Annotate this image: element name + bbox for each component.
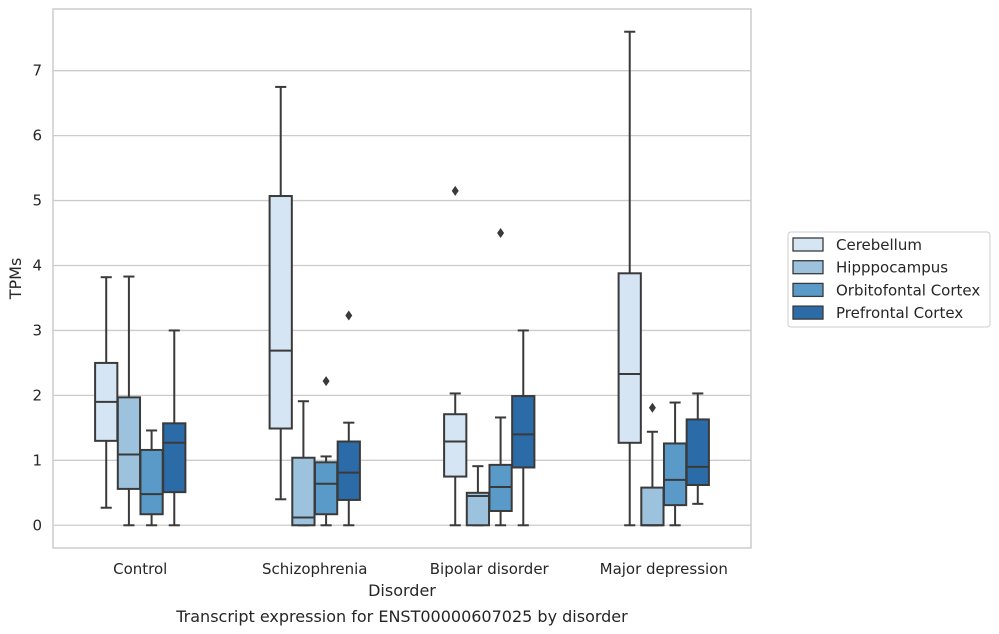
legend-swatch [792, 305, 824, 320]
legend-label: Hipppocampus [836, 259, 948, 277]
box [640, 402, 665, 527]
y-tick-label: 2 [32, 386, 42, 404]
box [511, 329, 536, 527]
box [685, 392, 710, 505]
box [617, 30, 642, 527]
box [336, 310, 361, 527]
legend: Cerebellum Hipppocampus Orbitofontal Corte… [787, 231, 991, 328]
box [488, 228, 513, 527]
legend-frame [787, 231, 991, 328]
series-hipppocampus [116, 275, 665, 527]
box [291, 400, 316, 527]
series-orbitofontal-cortex [139, 228, 688, 527]
box [268, 85, 293, 501]
outlier-point [648, 402, 656, 413]
x-tick-label: Control [113, 560, 167, 578]
box-series [94, 30, 710, 527]
box [313, 376, 339, 527]
box-body [511, 395, 536, 469]
y-tick-label: 3 [32, 321, 42, 339]
y-tick-label: 6 [32, 127, 42, 145]
box-body [662, 442, 688, 507]
box [139, 429, 164, 527]
legend-swatch [792, 260, 824, 275]
box-body [139, 448, 164, 516]
y-axis-title: TPMs [6, 258, 25, 301]
outlier-point [322, 376, 330, 387]
y-tick-label: 4 [32, 257, 42, 275]
box-body [443, 413, 468, 478]
outlier-point [497, 228, 505, 239]
legend-swatch [792, 282, 824, 298]
legend-label: Prefrontal Cortex [836, 304, 963, 322]
y-tick-label: 0 [32, 516, 42, 534]
y-tick-label: 7 [32, 62, 42, 80]
legend-swatch [792, 237, 824, 252]
box [443, 185, 468, 527]
series-prefrontal-cortex [162, 310, 710, 527]
plot-frame [52, 8, 752, 549]
figure-caption: Transcript expression for ENST0000060702… [175, 607, 628, 626]
box-body [336, 440, 361, 501]
box-body [640, 486, 665, 527]
series-cerebellum [94, 30, 642, 527]
legend-label: Orbitofontal Cortex [836, 281, 980, 299]
box-body [617, 272, 642, 444]
box [116, 275, 142, 527]
x-axis-title: Disorder [368, 581, 436, 600]
outlier-point [345, 310, 353, 321]
box [162, 329, 187, 527]
box [662, 401, 688, 527]
box-body [268, 195, 293, 430]
box-body [685, 418, 710, 487]
y-axis-ticks: 0 1 2 3 4 5 6 7 [32, 62, 42, 535]
box-body [116, 396, 142, 490]
x-tick-label: Schizophrenia [262, 560, 367, 578]
y-tick-label: 5 [32, 192, 42, 210]
outlier-point [451, 185, 459, 196]
x-tick-label: Bipolar disorder [430, 560, 550, 578]
box-body [313, 461, 339, 516]
x-tick-label: Major depression [600, 560, 728, 578]
box-body [465, 491, 491, 527]
legend-label: Cerebellum [836, 236, 922, 254]
box-body [291, 456, 316, 527]
x-axis-ticks: Control Schizophrenia Bipolar disorder Majo… [113, 560, 728, 578]
y-tick-label: 1 [32, 451, 42, 469]
box-body [162, 422, 187, 494]
box [94, 276, 119, 509]
box [465, 465, 491, 527]
